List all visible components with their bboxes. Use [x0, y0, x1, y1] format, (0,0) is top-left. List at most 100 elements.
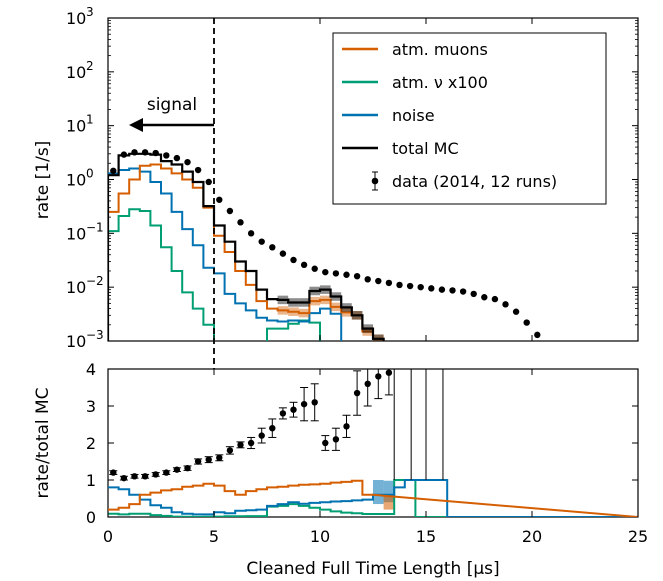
- main-data-point-33: [459, 288, 467, 295]
- legend-label-noise: noise: [392, 106, 435, 125]
- main-data-point-7: [184, 158, 191, 166]
- signal-arrow: [129, 118, 214, 132]
- ratio-band-2: [383, 494, 395, 510]
- ratio-data-point-23: [353, 389, 361, 397]
- main-data-point-6: [173, 154, 181, 162]
- ratio-data-point-12: [237, 441, 244, 449]
- ratio-series-atm-muons: [108, 479, 638, 517]
- ratio-data-point-5: [163, 469, 170, 476]
- xtick-label-4: 20: [522, 527, 542, 546]
- ratio-data-point-6: [173, 466, 181, 473]
- ratio-ytick-label-0: 0: [86, 508, 96, 527]
- ratio-data-point-8: [194, 458, 202, 465]
- legend-label-atm-nu: atm. ν x100: [392, 73, 488, 92]
- main-data-points: [110, 149, 541, 339]
- main-data-point-22: [343, 271, 350, 278]
- ratio-data-point-10: [216, 454, 223, 461]
- main-data-point-12: [237, 219, 244, 226]
- main-data-point-0: [110, 167, 117, 175]
- xtick-label-0: 0: [103, 527, 113, 546]
- main-ytick-label-2: 10−1: [66, 220, 104, 243]
- main-data-point-36: [491, 295, 499, 303]
- main-data-point-25: [375, 277, 382, 285]
- main-data-point-24: [364, 276, 371, 283]
- ratio-ytick-label-3: 3: [86, 397, 96, 416]
- ratio-data-point-3: [141, 473, 149, 480]
- main-data-point-38: [512, 308, 520, 315]
- ratio-series: [108, 369, 638, 517]
- main-ytick-label-1: 10−2: [66, 274, 104, 297]
- ratio-data-point-21: [332, 436, 340, 443]
- ratio-y-ticks: 0 1 2 3 4: [86, 360, 638, 527]
- xtick-label-5: 25: [628, 527, 648, 546]
- main-data-point-5: [163, 152, 170, 159]
- legend-item-atm-nu: atm. ν x100: [342, 73, 488, 92]
- ratio-data-point-18: [300, 400, 308, 408]
- main-data-point-26: [385, 279, 393, 287]
- main-ytick-label-6: 103: [66, 5, 94, 28]
- ratio-data-point-2: [131, 473, 138, 480]
- ratio-data-points: [109, 369, 393, 482]
- main-data-point-19: [311, 265, 318, 272]
- ratio-data-point-16: [279, 410, 287, 417]
- ratio-ytick-label-1: 1: [86, 471, 96, 490]
- main-data-point-16: [279, 250, 287, 257]
- main-data-point-40: [534, 331, 541, 339]
- main-data-point-2: [131, 149, 138, 156]
- main-data-point-9: [205, 178, 212, 186]
- legend-label-data: data (2014, 12 runs): [392, 172, 557, 191]
- main-data-point-35: [481, 294, 488, 301]
- main-data-point-27: [396, 281, 403, 289]
- main-data-point-14: [258, 238, 265, 245]
- main-data-point-37: [502, 301, 509, 308]
- xtick-label-1: 5: [209, 527, 219, 546]
- legend-label-atm-muons: atm. muons: [392, 40, 488, 59]
- legend-item-atm-muons: atm. muons: [342, 40, 488, 59]
- ratio-y-axis-label: rate/total MC: [33, 387, 53, 498]
- ratio-data-point-25: [375, 373, 382, 380]
- main-data-point-1: [120, 151, 128, 158]
- main-data-point-31: [438, 286, 446, 293]
- legend: atm. muons atm. ν x100 noise total MC da…: [332, 32, 607, 205]
- main-data-point-11: [226, 207, 234, 215]
- main-data-point-3: [141, 149, 149, 156]
- ratio-data-point-14: [258, 432, 265, 439]
- ratio-band-0: [373, 480, 384, 505]
- main-data-point-20: [322, 268, 329, 276]
- main-data-point-15: [269, 244, 276, 251]
- ratio-data-point-15: [269, 425, 276, 432]
- main-data-point-30: [428, 285, 435, 292]
- ratio-panel: 0 1 2 3 4 0 5 10 15 20 25 rate/total MC Cleaned F…: [33, 18, 648, 579]
- x-ticks: 0 5 10 15 20 25: [103, 18, 648, 546]
- main-data-point-10: [216, 196, 223, 203]
- xtick-label-2: 10: [310, 527, 330, 546]
- legend-box: [332, 32, 607, 205]
- main-data-point-8: [194, 166, 202, 174]
- legend-item-total-mc: total MC: [342, 139, 459, 158]
- signal-label: signal: [147, 95, 197, 115]
- ratio-ytick-label-4: 4: [86, 360, 96, 379]
- main-ytick-label-5: 102: [66, 59, 94, 82]
- ratio-data-point-4: [152, 471, 159, 478]
- main-data-point-21: [332, 270, 340, 277]
- ratio-data-point-22: [343, 423, 350, 430]
- main-series-noise: [108, 167, 343, 341]
- main-ytick-label-0: 10−3: [66, 328, 104, 351]
- main-ytick-label-4: 101: [66, 113, 94, 136]
- main-data-point-17: [290, 256, 297, 264]
- xtick-label-3: 15: [416, 527, 436, 546]
- main-series-atm-x100: [108, 208, 321, 341]
- legend-item-noise: noise: [342, 106, 435, 125]
- main-data-point-23: [353, 272, 361, 280]
- main-ytick-label-3: 100: [66, 167, 94, 190]
- ratio-ytick-label-2: 2: [86, 434, 96, 453]
- ratio-data-point-26: [385, 369, 393, 376]
- ratio-data-point-24: [364, 380, 371, 387]
- ratio-data-point-19: [311, 399, 318, 406]
- main-data-point-32: [449, 287, 456, 294]
- main-data-point-34: [470, 290, 477, 298]
- main-data-point-29: [417, 283, 424, 291]
- ratio-data-point-20: [322, 439, 329, 447]
- ratio-data-point-13: [247, 439, 255, 447]
